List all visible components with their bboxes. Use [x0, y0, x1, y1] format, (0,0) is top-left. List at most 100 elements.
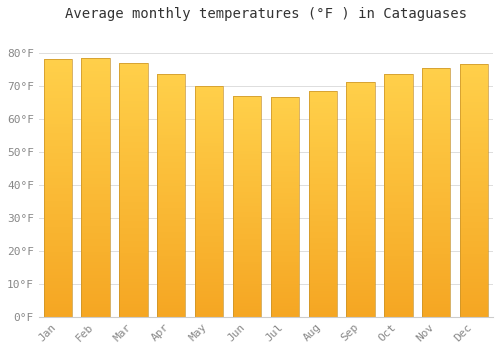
Bar — [346, 214, 375, 217]
Bar — [308, 161, 337, 164]
Bar — [422, 289, 450, 292]
Bar — [422, 124, 450, 127]
Bar — [44, 130, 72, 133]
Bar — [233, 253, 261, 256]
Bar — [308, 102, 337, 105]
Bar — [44, 291, 72, 294]
Bar — [270, 171, 299, 174]
Bar — [82, 304, 110, 307]
Bar — [270, 169, 299, 172]
Bar — [233, 314, 261, 317]
Bar — [308, 198, 337, 201]
Bar — [44, 69, 72, 72]
Bar — [119, 72, 148, 75]
Bar — [460, 102, 488, 105]
Bar — [346, 129, 375, 132]
Bar — [460, 178, 488, 181]
Bar — [308, 184, 337, 187]
Bar — [422, 270, 450, 273]
Bar — [195, 279, 224, 282]
Bar — [422, 130, 450, 133]
Bar — [44, 182, 72, 185]
Bar — [119, 107, 148, 110]
Bar — [384, 111, 412, 114]
Bar — [384, 104, 412, 107]
Bar — [195, 245, 224, 247]
Bar — [270, 97, 299, 317]
Bar — [119, 187, 148, 190]
Bar — [82, 77, 110, 80]
Bar — [44, 127, 72, 130]
Bar — [195, 158, 224, 161]
Bar — [422, 117, 450, 120]
Bar — [422, 114, 450, 117]
Bar — [157, 253, 186, 256]
Bar — [157, 247, 186, 250]
Bar — [233, 154, 261, 156]
Bar — [346, 199, 375, 203]
Bar — [346, 194, 375, 197]
Bar — [44, 153, 72, 156]
Bar — [270, 254, 299, 257]
Bar — [157, 198, 186, 202]
Bar — [157, 256, 186, 259]
Bar — [233, 151, 261, 154]
Bar — [195, 296, 224, 300]
Bar — [346, 203, 375, 205]
Bar — [233, 156, 261, 159]
Bar — [460, 260, 488, 263]
Bar — [422, 195, 450, 198]
Bar — [346, 311, 375, 314]
Bar — [460, 112, 488, 115]
Bar — [422, 220, 450, 223]
Bar — [308, 96, 337, 99]
Bar — [195, 308, 224, 311]
Bar — [44, 124, 72, 127]
Bar — [233, 195, 261, 198]
Bar — [384, 74, 412, 317]
Bar — [82, 249, 110, 252]
Bar — [44, 259, 72, 262]
Bar — [308, 306, 337, 308]
Bar — [233, 234, 261, 237]
Bar — [195, 190, 224, 193]
Bar — [308, 252, 337, 254]
Bar — [270, 215, 299, 218]
Bar — [157, 268, 186, 271]
Bar — [270, 243, 299, 245]
Bar — [460, 172, 488, 175]
Bar — [460, 131, 488, 134]
Bar — [346, 91, 375, 94]
Bar — [270, 309, 299, 311]
Bar — [44, 256, 72, 259]
Title: Average monthly temperatures (°F ) in Cataguases: Average monthly temperatures (°F ) in Ca… — [65, 7, 467, 21]
Bar — [195, 181, 224, 184]
Bar — [157, 195, 186, 198]
Bar — [346, 109, 375, 112]
Bar — [82, 164, 110, 168]
Bar — [233, 193, 261, 195]
Bar — [82, 239, 110, 242]
Bar — [460, 301, 488, 304]
Bar — [119, 174, 148, 177]
Bar — [44, 136, 72, 140]
Bar — [233, 223, 261, 225]
Bar — [82, 181, 110, 184]
Bar — [233, 201, 261, 203]
Bar — [308, 232, 337, 235]
Bar — [233, 98, 261, 101]
Bar — [270, 149, 299, 152]
Bar — [270, 284, 299, 287]
Bar — [82, 271, 110, 275]
Bar — [119, 257, 148, 260]
Bar — [119, 250, 148, 253]
Bar — [195, 300, 224, 302]
Bar — [346, 270, 375, 273]
Bar — [157, 293, 186, 295]
Bar — [346, 290, 375, 293]
Bar — [270, 152, 299, 155]
Bar — [460, 310, 488, 314]
Bar — [270, 144, 299, 147]
Bar — [270, 185, 299, 188]
Bar — [270, 141, 299, 144]
